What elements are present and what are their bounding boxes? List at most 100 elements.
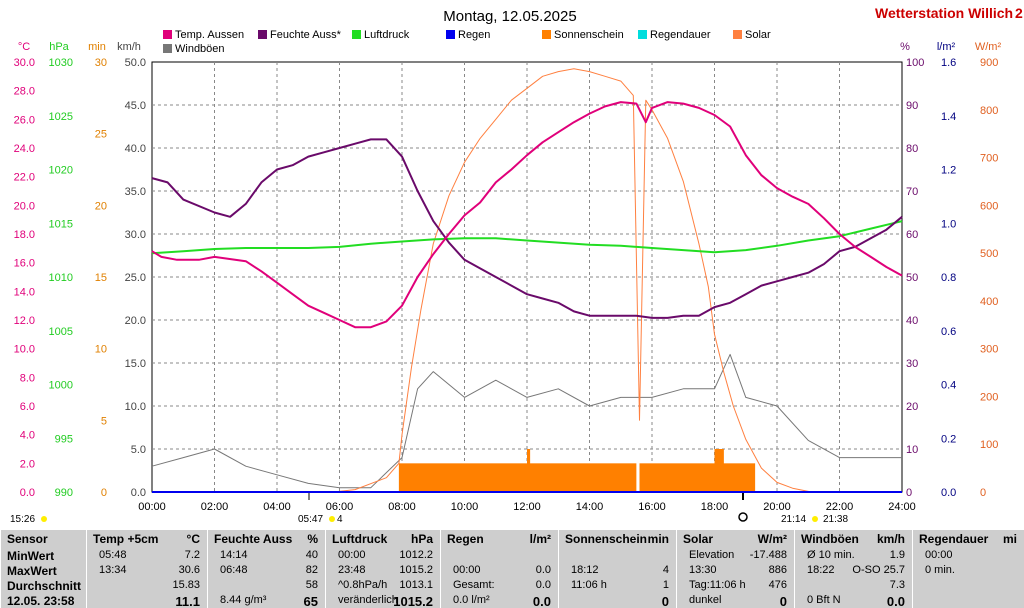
summary-col-header: Windböen km/h (795, 532, 913, 548)
summary-row: Ø 10 min. 1.9 (795, 549, 913, 563)
summary-col-header: Regen l/m² (441, 532, 559, 548)
summary-cell-time: Ø 10 min. (807, 549, 855, 561)
summary-row-label: 12.05. 23:58 (7, 594, 75, 608)
sunset-time-2: 21:38 (823, 514, 848, 525)
wind-axis-tick-label: 5.0 (131, 444, 146, 456)
summary-cell-time: 18:22 (807, 564, 835, 576)
summary-col-unit: hPa (410, 532, 433, 546)
pressure-axis-tick-label: 1030 (49, 57, 73, 69)
summary-cell-value: 11.1 (175, 594, 200, 608)
summary-row: 18:22 O-SO 25.7 (795, 564, 913, 578)
summary-col-header: Sensor (1, 532, 87, 548)
x-tick-label: 00:00 (138, 501, 166, 513)
solar-axis-tick-label: 800 (980, 105, 998, 117)
pressure-axis-tick-label: 1025 (49, 111, 73, 123)
legend-label: Regen (458, 29, 490, 41)
series-temp-aussen (151, 101, 903, 329)
summary-col-unit: % (307, 532, 318, 546)
sun-icon (329, 516, 335, 522)
rain-axis-tick-label: 0.4 (941, 380, 956, 392)
rain-axis-tick-label: 1.0 (941, 218, 956, 230)
summary-col-sensor: Sensor MinWert MaxWert Durchschnitt 12.05. 2… (0, 530, 87, 608)
summary-row: 13:30 886 (677, 564, 795, 578)
summary-col-unit: W/m² (757, 532, 787, 546)
summary-cell-value: 0.0 (535, 564, 551, 576)
summary-col-title: Regendauer (919, 532, 989, 546)
summary-cell-value: 0 (661, 594, 669, 608)
summary-col-solar: Solar W/m² Elevation -17.488 13:30 886 Tag:11:… (676, 530, 795, 608)
summary-cell-time: 05:48 (99, 549, 127, 561)
summary-cell-value: 58 (305, 579, 318, 591)
x-tick-label: 14:00 (576, 501, 604, 513)
humidity-axis-tick-label: 40 (906, 315, 918, 327)
x-tick-label: 08:00 (388, 501, 416, 513)
solar-axis-tick-label: 400 (980, 296, 998, 308)
summary-row: MinWert (1, 549, 87, 563)
summary-cell-value: 82 (305, 564, 318, 576)
summary-col-header: Temp +5cm °C (87, 532, 208, 548)
wind-axis-tick-label: 0.0 (131, 487, 146, 499)
summary-col-title: Luftdruck (332, 532, 388, 546)
summary-cell-value: 0.0 (532, 594, 551, 608)
summary-cell-time: dunkel (689, 594, 722, 606)
temp-axis-tick-label: 14.0 (14, 286, 35, 298)
x-tick-label: 22:00 (826, 501, 854, 513)
summary-col-header: Regendauer mi (913, 532, 1024, 548)
rain-axis-tick-label: 0.6 (941, 326, 956, 338)
minutes-axis-tick-label: 10 (95, 344, 107, 356)
summary-row: 58 (208, 579, 326, 593)
x-tick-label: 02:00 (201, 501, 229, 513)
temp-axis-tick-label: 24.0 (14, 143, 35, 155)
summary-cell-value: 0.0 (535, 579, 551, 591)
summary-col-title: Feuchte Auss (214, 532, 293, 546)
summary-row: ^0.8hPa/h 1013.1 (326, 579, 441, 593)
summary-row: 14:14 40 (208, 549, 326, 563)
summary-col-title: Sonnenschein (565, 532, 648, 546)
summary-cell-time: 0 min. (925, 564, 955, 576)
summary-cell-value: -17.488 (749, 549, 787, 561)
summary-row (913, 579, 1024, 593)
summary-cell-value: 40 (305, 549, 318, 561)
humidity-axis-tick-label: 70 (906, 186, 918, 198)
legend-label: Sonnenschein (554, 29, 624, 41)
summary-row: veränderlich 1015.2 (326, 594, 441, 608)
rain-axis-tick-label: 0.0 (941, 487, 956, 499)
wind-axis-tick-label: 40.0 (125, 143, 146, 155)
summary-row: 23:48 1015.2 (326, 564, 441, 578)
temp-axis-tick-label: 10.0 (14, 344, 35, 356)
summary-cell-value: 1015.2 (393, 594, 433, 608)
x-tick-label: 20:00 (763, 501, 791, 513)
axes: °C 30.0 28.0 26.0 24.0 22.0 20.0 18.0 16.0 14.0 12… (14, 41, 1002, 513)
solar-axis-tick-label: 300 (980, 344, 998, 356)
summary-cell-value: 65 (303, 594, 318, 608)
legend-swatch (446, 30, 455, 39)
summary-cell-value: O-SO 25.7 (852, 564, 905, 576)
summary-row: 00:00 (913, 549, 1024, 563)
summary-cell-time: veränderlich (338, 594, 398, 606)
weather-chart: °C30.028.026.024.022.020.018.016.014.012… (10, 5, 1023, 525)
temp-axis-tick-label: 20.0 (14, 200, 35, 212)
summary-cell-time: 0.0 l/m² (453, 594, 490, 606)
minutes-axis-tick-label: 5 (101, 415, 107, 427)
summary-cell-time: 00:00 (338, 549, 366, 561)
summary-row: 13:34 30.6 (87, 564, 208, 578)
summary-cell-time: Gesamt: (453, 579, 495, 591)
summary-col-header: Solar W/m² (677, 532, 795, 548)
summary-cell-value: 1 (662, 579, 669, 591)
sunset-time: 21:14 (781, 514, 806, 525)
solar-axis-unit: W/m² (975, 41, 1002, 53)
solar-axis-tick-label: 0 (980, 487, 986, 499)
summary-col-windboeen: Windböen km/h Ø 10 min. 1.9 18:22 O-SO 25.7 7.… (794, 530, 913, 608)
temp-axis-tick-label: 0.0 (20, 487, 35, 499)
summary-col-unit: mi (1002, 532, 1017, 546)
temp-axis-tick-label: 2.0 (20, 458, 35, 470)
summary-panel: Sensor MinWert MaxWert Durchschnitt 12.05. 2… (0, 530, 1024, 608)
summary-row-label: Durchschnitt (7, 579, 82, 593)
legend-swatch (733, 30, 742, 39)
summary-cell-time: 06:48 (220, 564, 248, 576)
sun-events: 15:26 05:47 4 21:14 21:38 (10, 493, 848, 525)
summary-cell-time: 18:12 (571, 564, 599, 576)
summary-col-unit: °C (186, 532, 200, 546)
sun-icon (41, 516, 47, 522)
series-feuchte-auss- (151, 138, 903, 319)
